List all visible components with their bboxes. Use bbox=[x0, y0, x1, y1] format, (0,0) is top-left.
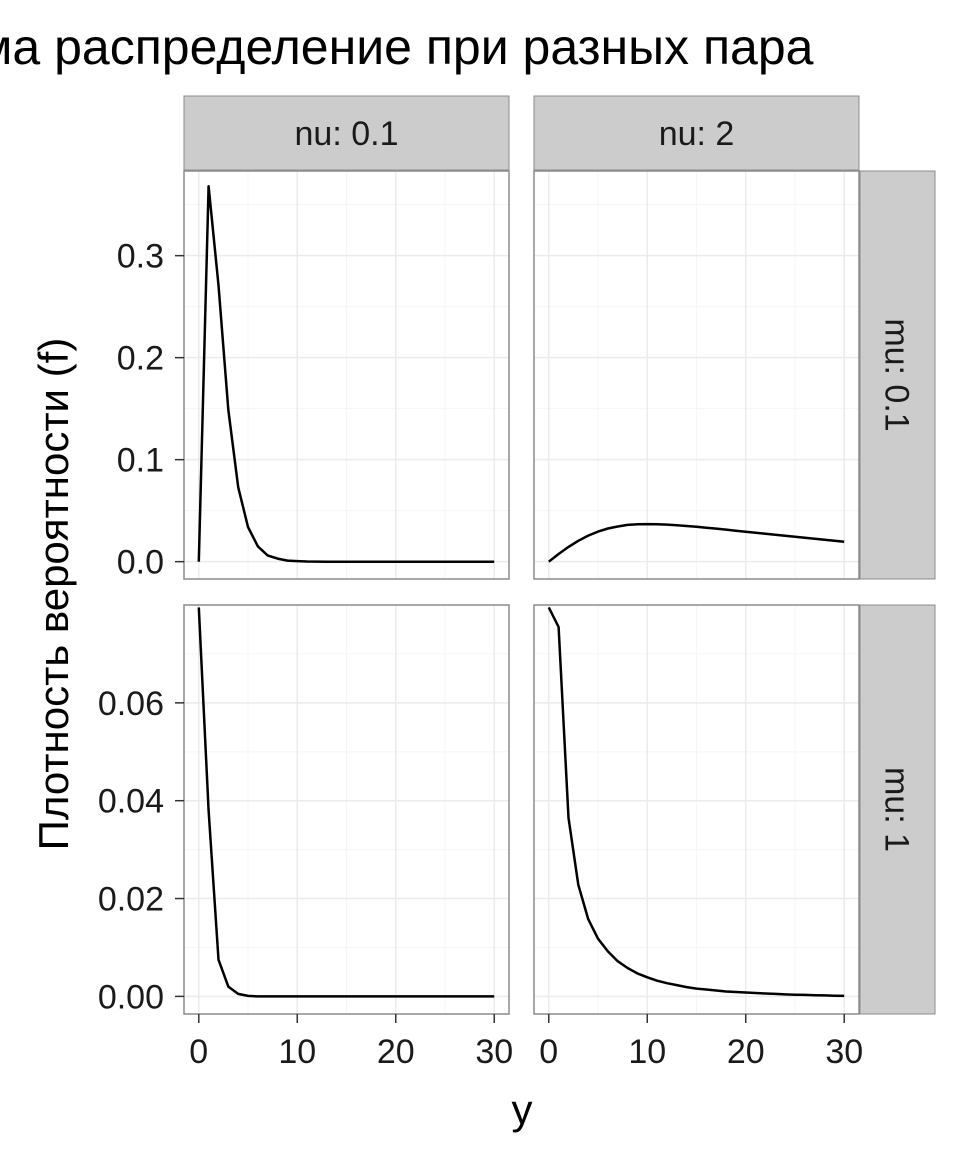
y-tick-label: 0.04 bbox=[98, 783, 164, 821]
y-tick-label: 0.0 bbox=[117, 544, 164, 582]
facet-strip-row-2: mu: 1 bbox=[859, 604, 936, 1015]
density-line bbox=[547, 606, 845, 998]
density-line bbox=[197, 607, 495, 998]
facet-strip-label: nu: 2 bbox=[659, 115, 735, 153]
strip-background bbox=[859, 604, 936, 1015]
x-tick-label: 0 bbox=[189, 1033, 208, 1071]
strip-background bbox=[859, 170, 936, 580]
facet-strip-label: nu: 0.1 bbox=[295, 115, 399, 153]
chart-title: ма распределение при разных пара bbox=[0, 19, 814, 75]
facet-strip-col-1: nu: 0.1 bbox=[183, 95, 510, 171]
x-tick-label: 10 bbox=[278, 1033, 316, 1071]
x-tick-label: 20 bbox=[377, 1033, 415, 1071]
facet-panel-r2-c2 bbox=[533, 604, 860, 1015]
facet-strip-col-2: nu: 2 bbox=[533, 95, 860, 171]
y-tick-label: 0.3 bbox=[117, 238, 164, 276]
y-tick-label: 0.06 bbox=[98, 685, 164, 723]
facet-panel-r1-c1 bbox=[183, 170, 510, 580]
facet-panel-r2-c1 bbox=[183, 604, 510, 1015]
density-line bbox=[197, 185, 495, 563]
density-line bbox=[548, 522, 845, 563]
facet-panel-r1-c2 bbox=[533, 170, 860, 580]
panel-border bbox=[533, 170, 860, 580]
facet-strip-label: mu: 0.1 bbox=[878, 318, 916, 431]
x-axis-title: y bbox=[512, 1086, 533, 1133]
x-tick-label: 0 bbox=[539, 1033, 558, 1071]
strip-background bbox=[533, 95, 860, 171]
panel-border bbox=[183, 170, 510, 580]
panel-border bbox=[533, 604, 860, 1015]
y-tick-label: 0.00 bbox=[98, 978, 164, 1016]
y-tick-label: 0.2 bbox=[117, 340, 164, 378]
x-tick-label: 30 bbox=[825, 1033, 863, 1071]
x-tick-label: 30 bbox=[475, 1033, 513, 1071]
strip-background bbox=[183, 95, 510, 171]
facet-strip-label: mu: 1 bbox=[878, 767, 916, 852]
y-axis-title: Плотность вероятности (f) bbox=[30, 338, 77, 851]
y-tick-label: 0.1 bbox=[117, 442, 164, 480]
panel-border bbox=[183, 604, 510, 1015]
x-tick-label: 10 bbox=[628, 1033, 666, 1071]
x-tick-label: 20 bbox=[727, 1033, 765, 1071]
chart-plot-area: 0.0 0.1 0.2 0.3 mu: 0.1 0.00 0.02 0.04 0.06 mu: 1… bbox=[98, 95, 936, 1071]
y-tick-label: 0.02 bbox=[98, 881, 164, 919]
facet-strip-row-1: mu: 0.1 bbox=[859, 170, 936, 580]
